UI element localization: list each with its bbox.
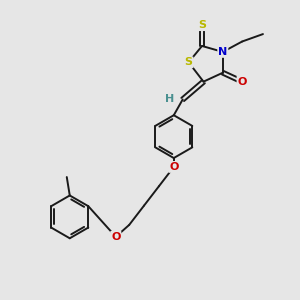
Text: O: O bbox=[111, 232, 121, 242]
Text: O: O bbox=[169, 162, 178, 172]
Text: S: S bbox=[198, 20, 206, 30]
Text: N: N bbox=[218, 47, 227, 57]
Text: S: S bbox=[184, 57, 193, 67]
Text: O: O bbox=[238, 76, 247, 87]
Text: H: H bbox=[165, 94, 174, 104]
